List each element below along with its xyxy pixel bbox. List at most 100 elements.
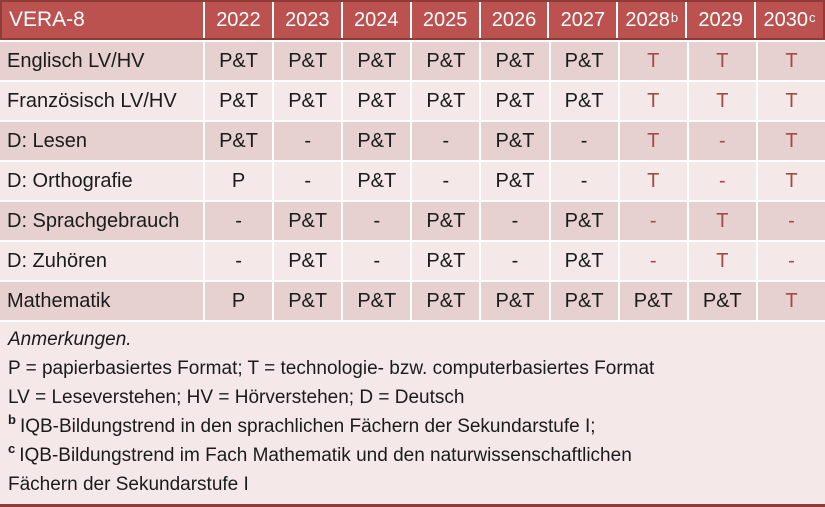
note-line: P = papierbasiertes Format; T = technolo… [8,358,655,379]
value-cell: P&T [550,282,618,320]
value-cell: T [688,82,756,120]
value-cell: P&T [343,122,411,160]
value-cell: P&T [205,122,273,160]
value-cell: P&T [481,162,549,200]
row-label: D: Lesen [0,122,203,160]
year-header-2030: 2030 c [756,2,823,38]
row-label: Mathematik [0,282,203,320]
row-label: D: Sprachgebrauch [0,202,203,240]
row-label: Englisch LV/HV [0,42,203,80]
value-cell: - [550,162,618,200]
value-cell: - [757,242,825,280]
value-cell: P&T [412,202,480,240]
value-cell: - [619,202,687,240]
value-cell: - [688,122,756,160]
value-cell: - [412,162,480,200]
value-cell: T [757,122,825,160]
row-label: Französisch LV/HV [0,82,203,120]
value-cell: - [274,122,342,160]
row-label: D: Orthografie [0,162,203,200]
value-cell: P&T [550,202,618,240]
value-cell: P [205,282,273,320]
value-cell: - [205,202,273,240]
table-row: D: Zuhören - P&T - P&T - P&T - T - [0,242,825,280]
value-cell: P&T [274,82,342,120]
value-cell: P&T [412,242,480,280]
value-cell: P&T [550,42,618,80]
note-line: c IQB-Bildungstrend im Fach Mathematik un… [8,440,632,466]
value-cell: P&T [274,282,342,320]
table-row: D: Sprachgebrauch - P&T - P&T - P&T - T - [0,202,825,240]
note-line: LV = Leseverstehen; HV = Hörverstehen; D… [8,387,465,408]
value-cell: - [481,242,549,280]
value-cell: - [274,162,342,200]
value-cell: P&T [343,42,411,80]
table-row: Französisch LV/HV P&T P&T P&T P&T P&T P&T T T T [0,82,825,120]
year-header-2028: 2028 b [618,2,686,38]
value-cell: T [757,162,825,200]
notes-section: Anmerkungen. P = papierbasiertes Format;… [0,322,825,507]
value-cell: P&T [688,282,756,320]
value-cell: P&T [550,82,618,120]
value-cell: - [550,122,618,160]
footnote-marker-b: b [8,411,16,427]
value-cell: T [757,282,825,320]
table-header-row: VERA-8 2022 2023 2024 2025 2026 2027 2028 b 2029… [0,0,825,40]
table-title: VERA-8 [2,2,203,38]
value-cell: P&T [274,242,342,280]
value-cell: - [688,162,756,200]
value-cell: P&T [481,82,549,120]
table-row: D: Lesen P&T - P&T - P&T - T - T [0,122,825,160]
value-cell: P&T [412,82,480,120]
value-cell: P&T [619,282,687,320]
value-cell: T [619,162,687,200]
year-header-2024: 2024 [342,2,410,38]
note-line: Fächern der Sekundarstufe I [8,474,249,495]
year-header-2023: 2023 [273,2,341,38]
value-cell: P&T [274,42,342,80]
value-cell: P&T [481,42,549,80]
value-cell: P&T [205,42,273,80]
value-cell: - [481,202,549,240]
value-cell: - [343,242,411,280]
value-cell: T [757,82,825,120]
value-cell: - [619,242,687,280]
value-cell: P&T [481,122,549,160]
value-cell: - [757,202,825,240]
value-cell: T [688,242,756,280]
notes-lines: P = papierbasiertes Format; T = technolo… [8,354,817,499]
value-cell: T [619,122,687,160]
value-cell: P&T [343,282,411,320]
value-cell: - [205,242,273,280]
table-row: D: Orthografie P - P&T - P&T - T - T [0,162,825,200]
value-cell: P&T [205,82,273,120]
notes-heading: Anmerkungen. [8,329,132,350]
value-cell: - [412,122,480,160]
value-cell: T [757,42,825,80]
note-line: b IQB-Bildungstrend in den sprachlichen F… [8,411,596,437]
row-label: D: Zuhören [0,242,203,280]
year-header-2026: 2026 [480,2,548,38]
footnote-marker-c: c [8,440,16,456]
value-cell: T [619,82,687,120]
value-cell: - [343,202,411,240]
value-cell: P&T [274,202,342,240]
value-cell: P&T [343,82,411,120]
table-body: Englisch LV/HV P&T P&T P&T P&T P&T P&T T T T Franz… [0,42,825,320]
table-row: Englisch LV/HV P&T P&T P&T P&T P&T P&T T T T [0,42,825,80]
year-header-2022: 2022 [205,2,272,38]
year-header-2025: 2025 [411,2,479,38]
value-cell: P&T [412,42,480,80]
value-cell: T [688,42,756,80]
value-cell: T [688,202,756,240]
value-cell: T [619,42,687,80]
value-cell: P&T [412,282,480,320]
year-header-2029: 2029 [687,2,755,38]
value-cell: P [205,162,273,200]
value-cell: P&T [343,162,411,200]
table-row: Mathematik P P&T P&T P&T P&T P&T P&T P&T T [0,282,825,320]
year-header-2027: 2027 [549,2,617,38]
value-cell: P&T [550,242,618,280]
value-cell: P&T [481,282,549,320]
